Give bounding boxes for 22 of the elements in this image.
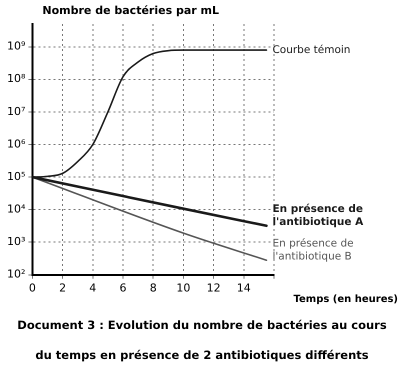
y-tick-label: 10²	[6, 268, 26, 281]
series-label: En présence de l'antibiotique A	[272, 203, 364, 228]
x-tick-label: 8	[150, 281, 157, 294]
y-tick-label: 10³	[6, 235, 26, 248]
x-tick-label: 0	[28, 281, 36, 294]
x-tick-label: 2	[59, 281, 66, 294]
x-tick-label: 6	[120, 281, 127, 294]
y-tick-label: 10⁷	[6, 104, 26, 118]
y-tick-label: 10⁸	[6, 72, 26, 86]
y-tick-label: 10⁵	[6, 170, 26, 183]
y-tick-label: 10⁶	[6, 137, 26, 150]
x-tick-label: 4	[89, 281, 96, 294]
y-tick-label: 10⁴	[6, 202, 26, 216]
x-tick-label: 14	[236, 281, 251, 294]
x-tick-label: 10	[176, 281, 190, 294]
series-label: En présence de l'antibiotique B	[272, 237, 354, 262]
y-axis-title: Nombre de bactéries par mL	[42, 4, 219, 17]
x-axis-title: Temps (en heures)	[294, 294, 398, 305]
x-tick-label: 12	[206, 281, 221, 294]
chart-title: Document 3 : Evolution du nombre de bactéries au cours du temps en présence de 2 antibiotiques différents	[17, 318, 387, 362]
y-tick-label: 10⁹	[6, 40, 26, 53]
series-label: Courbe témoin	[272, 44, 350, 56]
